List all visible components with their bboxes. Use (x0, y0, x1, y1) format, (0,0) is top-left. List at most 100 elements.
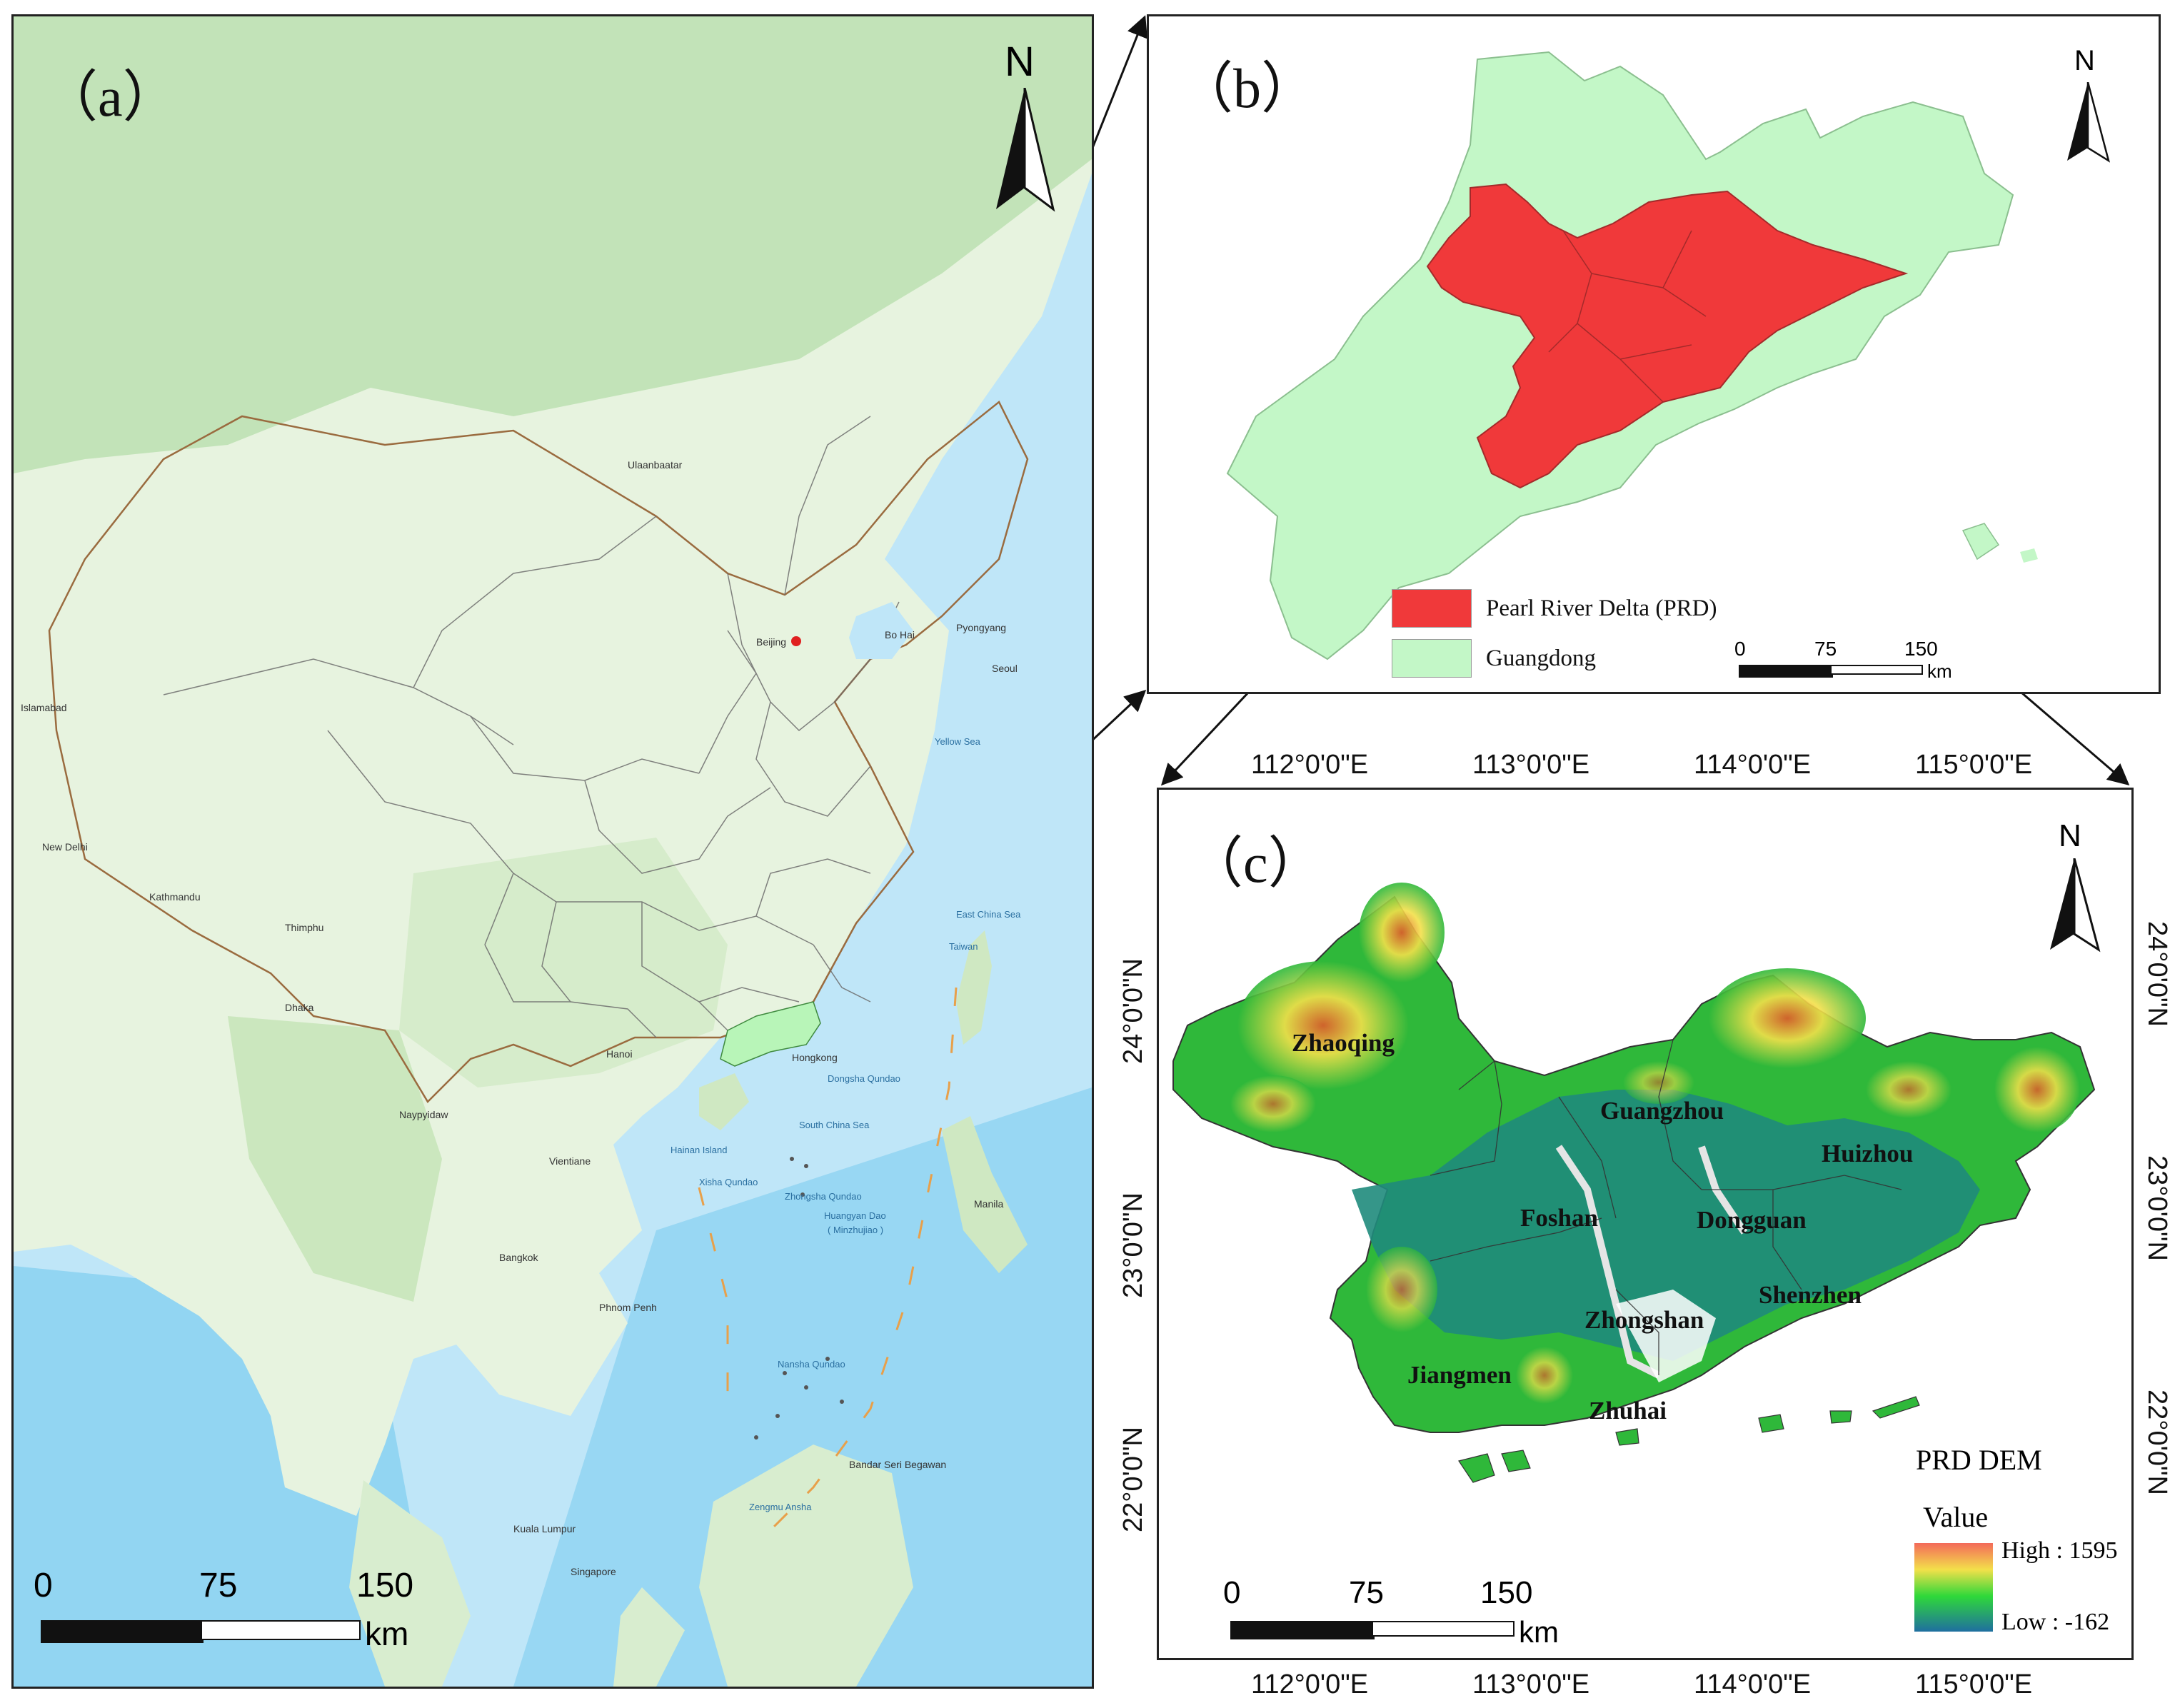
north-arrow-b: N (2063, 45, 2113, 174)
place-kuala-lumpur: Kuala Lumpur (513, 1523, 576, 1534)
place-phnom-penh: Phnom Penh (599, 1302, 657, 1313)
place-xisha-qundao: Xisha Qundao (699, 1177, 758, 1187)
asia-basemap (14, 16, 1092, 1687)
panel-c-prd-dem-map: （c） N Zhaoqing Guangzhou Huizhou Foshan … (1157, 788, 2134, 1660)
place-seoul: Seoul (992, 663, 1018, 674)
scale-b-black (1739, 665, 1833, 678)
legend-guangdong-label: Guangdong (1486, 645, 1596, 671)
place-dhaka: Dhaka (285, 1002, 314, 1013)
scale-c-tick-150: 150 (1480, 1575, 1533, 1610)
panel-c-label: （c） (1187, 832, 1324, 894)
scale-bar-black (41, 1620, 204, 1643)
north-arrow-c: N (2046, 818, 2103, 961)
city-zhongshan: Zhongshan (1584, 1306, 1704, 1334)
place-singapore: Singapore (571, 1566, 616, 1577)
place-east-china-sea: East China Sea (956, 909, 1021, 920)
city-zhaoqing: Zhaoqing (1292, 1029, 1395, 1057)
place-ulaanbaatar: Ulaanbaatar (628, 459, 683, 471)
north-arrow-label: N (1005, 39, 1035, 85)
place-taiwan: Taiwan (949, 941, 978, 952)
scale-bar-c: 0 75 150 km (1216, 1575, 1616, 1654)
scale-c-tick-75: 75 (1349, 1575, 1384, 1610)
place-new-delhi: New Delhi (42, 841, 88, 853)
north-arrow-c-label: N (2059, 818, 2081, 853)
bottom-tick-113: 113°0'0"E (1472, 1669, 1590, 1699)
north-arrow-c-icon (2050, 858, 2101, 953)
place-kathmandu: Kathmandu (149, 891, 201, 903)
place-naypyidaw: Naypyidaw (399, 1109, 448, 1120)
dem-legend: PRD DEM Value High : 1595 Low : -162 (1894, 1443, 2123, 1650)
city-dongguan: Dongguan (1697, 1206, 1807, 1234)
panel-a-label: （a） (42, 66, 179, 128)
place-minzhujiao: ( Minzhujiao ) (828, 1225, 884, 1235)
north-arrow-b-label: N (2074, 45, 2095, 76)
dem-legend-high: High : 1595 (2001, 1537, 2118, 1564)
place-vientiane: Vientiane (549, 1155, 591, 1167)
place-islamabad: Islamabad (21, 702, 67, 713)
dem-legend-ramp (1914, 1543, 1993, 1632)
place-zengmu-ansha: Zengmu Ansha (749, 1502, 812, 1512)
legend-prd-swatch (1392, 589, 1472, 628)
dem-legend-low: Low : -162 (2001, 1609, 2110, 1635)
right-tick-24: 24°0'0"N (2142, 921, 2172, 1027)
place-hainan-island: Hainan Island (670, 1145, 728, 1155)
place-south-china-sea: South China Sea (799, 1120, 870, 1130)
place-hanoi: Hanoi (606, 1048, 633, 1060)
dem-legend-subtitle: Value (1923, 1501, 1989, 1533)
left-tick-24: 24°0'0"N (1118, 958, 1148, 1064)
scale-bar-b: 0 75 150 km (1734, 638, 2020, 692)
scale-b-tick-150: 150 (1904, 638, 1938, 660)
place-yellow-sea: Yellow Sea (935, 736, 980, 747)
place-beijing: Beijing (756, 636, 787, 648)
place-nansha-qundao: Nansha Qundao (778, 1359, 845, 1370)
city-guangzhou: Guangzhou (1600, 1097, 1724, 1125)
scale-b-tick-75: 75 (1814, 638, 1837, 660)
scale-bar-white (201, 1620, 361, 1640)
scale-c-white (1372, 1621, 1515, 1637)
bottom-tick-112: 112°0'0"E (1251, 1669, 1369, 1699)
scale-b-white (1830, 665, 1923, 675)
right-tick-22: 22°0'0"N (2142, 1390, 2172, 1495)
left-tick-22: 22°0'0"N (1118, 1427, 1148, 1532)
right-tick-23: 23°0'0"N (2142, 1155, 2172, 1261)
scale-c-black (1230, 1621, 1375, 1639)
bottom-tick-114: 114°0'0"E (1694, 1669, 1812, 1699)
scale-b-unit: km (1927, 660, 1952, 682)
city-foshan: Foshan (1520, 1204, 1598, 1232)
scale-b-tick-0: 0 (1734, 638, 1746, 660)
scale-tick-75: 75 (199, 1567, 238, 1604)
north-arrow-icon (996, 88, 1055, 212)
place-bangkok: Bangkok (499, 1252, 538, 1263)
bottom-tick-115: 115°0'0"E (1915, 1669, 2033, 1699)
place-bo-hai: Bo Hai (885, 629, 915, 640)
place-huangyan-dao: Huangyan Dao (824, 1210, 886, 1221)
legend-prd: Pearl River Delta (PRD) (1392, 589, 1717, 628)
scale-tick-0: 0 (34, 1567, 53, 1604)
panel-b-label: （b） (1177, 57, 1317, 119)
legend-guangdong-swatch (1392, 639, 1472, 678)
scale-bar-a: 0 75 150 km (28, 1566, 428, 1666)
legend-guangdong: Guangdong (1392, 639, 1596, 678)
scale-c-tick-0: 0 (1223, 1575, 1241, 1610)
city-jiangmen: Jiangmen (1407, 1361, 1512, 1389)
top-tick-114: 114°0'0"E (1694, 750, 1812, 780)
north-arrow: N (989, 38, 1068, 212)
legend-prd-label: Pearl River Delta (PRD) (1486, 595, 1717, 621)
panel-b-guangdong-map: （b） N Pearl River Delta (PRD) Guangdong … (1147, 14, 2161, 694)
dem-legend-title: PRD DEM (1916, 1444, 2042, 1476)
scale-c-unit: km (1519, 1615, 1559, 1649)
city-shenzhen: Shenzhen (1759, 1281, 1862, 1309)
left-tick-23: 23°0'0"N (1118, 1192, 1148, 1298)
top-tick-115: 115°0'0"E (1915, 750, 2033, 780)
north-arrow-b-icon (2067, 82, 2111, 163)
guangdong-map (1226, 51, 2038, 660)
place-dongsha-qundao: Dongsha Qundao (828, 1073, 900, 1084)
place-manila: Manila (974, 1198, 1004, 1210)
place-pyongyang: Pyongyang (956, 622, 1007, 633)
city-zhuhai: Zhuhai (1589, 1397, 1667, 1425)
prd-dem-map (1172, 883, 2096, 1483)
place-bandar-seri-begawan: Bandar Seri Begawan (849, 1459, 947, 1470)
place-hongkong: Hongkong (792, 1052, 838, 1063)
top-tick-113: 113°0'0"E (1472, 750, 1590, 780)
panel-a-asia-map: （a） N Beijing Bo Hai Pyongyang Seoul Yel… (11, 14, 1094, 1689)
